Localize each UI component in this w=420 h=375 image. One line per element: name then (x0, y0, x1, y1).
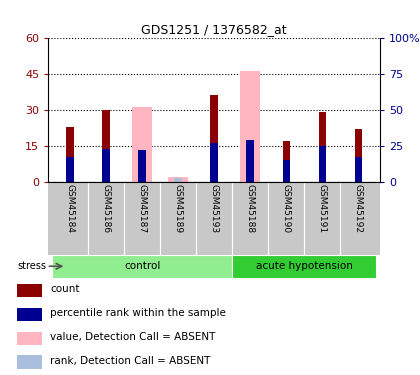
Bar (102, 148, 110, 182)
Bar (210, 143, 218, 182)
Text: GSM45184: GSM45184 (66, 184, 74, 233)
Text: rank, Detection Call = ABSENT: rank, Detection Call = ABSENT (50, 356, 211, 366)
Text: GSM45192: GSM45192 (354, 184, 363, 233)
Bar (232, 255, 376, 278)
Title: GDS1251 / 1376582_at: GDS1251 / 1376582_at (142, 23, 287, 36)
Bar (17, 308, 42, 321)
Bar (283, 160, 290, 182)
Bar (210, 95, 218, 182)
Bar (168, 177, 188, 182)
Bar (138, 150, 146, 182)
Text: acute hypotension: acute hypotension (256, 261, 353, 271)
Text: value, Detection Call = ABSENT: value, Detection Call = ABSENT (50, 332, 216, 342)
Text: count: count (50, 285, 80, 294)
Bar (247, 140, 254, 182)
Bar (319, 112, 326, 182)
Bar (355, 158, 362, 182)
Bar (138, 150, 146, 182)
Text: stress: stress (18, 261, 47, 271)
Bar (174, 177, 182, 182)
Bar (52, 255, 232, 278)
Text: GSM45188: GSM45188 (246, 184, 255, 233)
Bar (66, 158, 74, 182)
Bar (132, 107, 152, 182)
Text: percentile rank within the sample: percentile rank within the sample (50, 308, 226, 318)
Bar (240, 71, 260, 182)
Bar (17, 284, 42, 297)
Text: GSM45186: GSM45186 (102, 184, 110, 233)
Text: GSM45187: GSM45187 (138, 184, 147, 233)
Text: GSM45191: GSM45191 (318, 184, 327, 233)
Bar (17, 356, 42, 369)
Text: control: control (124, 261, 160, 271)
Bar (355, 129, 362, 182)
Bar (283, 141, 290, 182)
Bar (319, 146, 326, 182)
Text: GSM45189: GSM45189 (173, 184, 183, 233)
Bar (66, 126, 74, 182)
Bar (102, 110, 110, 182)
Text: GSM45193: GSM45193 (210, 184, 219, 233)
Text: GSM45190: GSM45190 (282, 184, 291, 233)
Bar (17, 332, 42, 345)
Bar (247, 140, 254, 182)
